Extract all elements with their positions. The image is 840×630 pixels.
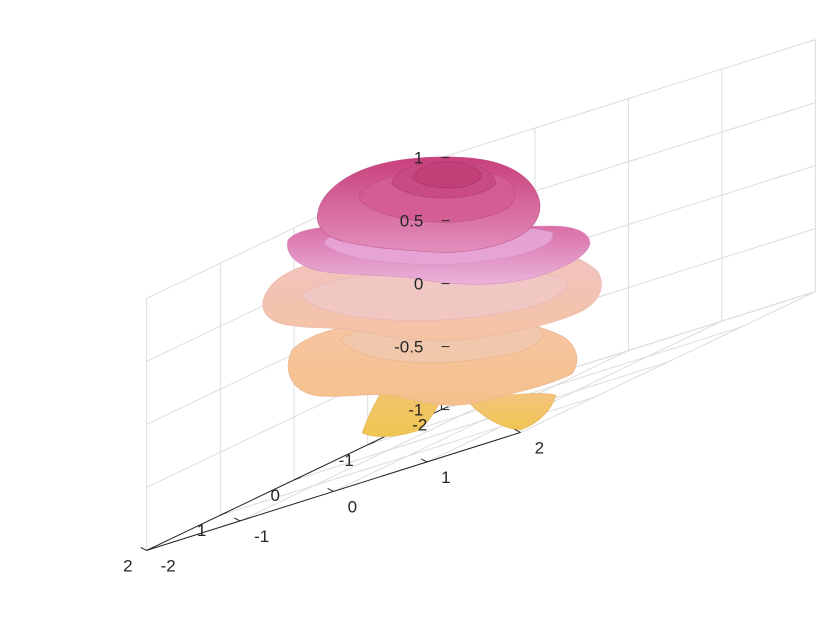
y-tick-mark: [234, 518, 240, 521]
x-tick-label: 1: [197, 521, 206, 540]
y-tick-label: 2: [535, 438, 544, 457]
y-tick-mark: [141, 547, 147, 550]
x-tick-label: -2: [412, 416, 427, 435]
y-tick-label: 0: [348, 497, 357, 516]
z-tick-label: 1: [414, 149, 423, 168]
x-tick-label: -1: [339, 451, 354, 470]
x-tick-label: 0: [271, 486, 280, 505]
rose-surface: [263, 157, 602, 437]
y-tick-mark: [328, 488, 334, 491]
y-tick-label: -2: [161, 556, 176, 575]
y-tick-label: -1: [254, 527, 269, 546]
z-tick-label: 0.5: [400, 212, 424, 231]
y-tick-mark: [421, 459, 427, 462]
z-tick-label: -0.5: [394, 338, 423, 357]
y-tick-label: 1: [441, 468, 450, 487]
x-tick-label: 2: [123, 556, 132, 575]
z-tick-label: 0: [414, 275, 423, 294]
